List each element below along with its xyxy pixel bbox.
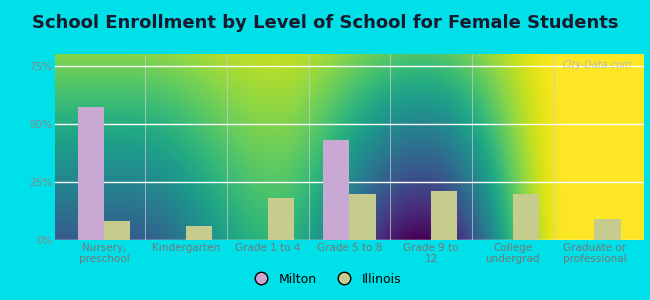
- Text: School Enrollment by Level of School for Female Students: School Enrollment by Level of School for…: [32, 14, 618, 32]
- Bar: [513, 194, 539, 240]
- Bar: [104, 221, 131, 240]
- Bar: [78, 107, 104, 240]
- Bar: [595, 219, 621, 240]
- Bar: [350, 194, 376, 240]
- Text: City-Data.com: City-Data.com: [562, 60, 632, 70]
- Bar: [186, 226, 212, 240]
- Bar: [431, 191, 457, 240]
- Legend: Milton, Illinois: Milton, Illinois: [244, 268, 406, 291]
- Bar: [268, 198, 294, 240]
- Bar: [323, 140, 349, 240]
